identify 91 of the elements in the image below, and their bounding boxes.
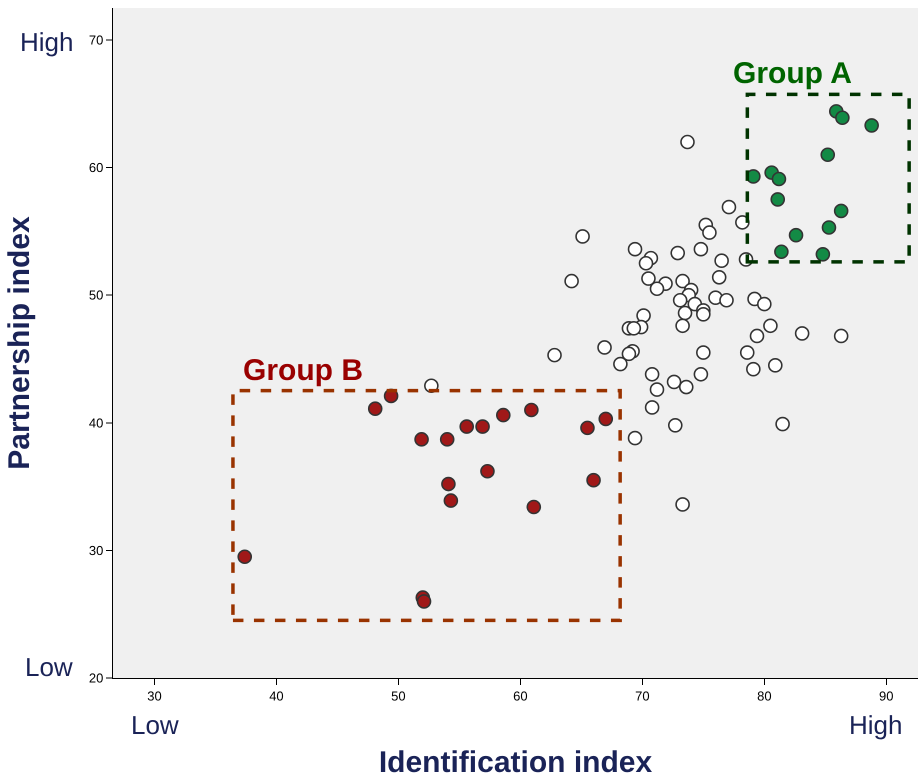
point <box>628 242 642 256</box>
point <box>772 172 786 186</box>
x-tick-label: 40 <box>269 688 284 704</box>
point <box>636 308 651 323</box>
point <box>680 134 695 150</box>
point <box>580 420 595 436</box>
point <box>719 292 734 308</box>
point <box>696 345 711 360</box>
point <box>864 118 879 133</box>
x-tick-label: 60 <box>513 688 528 704</box>
point <box>416 594 432 609</box>
point <box>480 464 495 479</box>
x-tick-label: 70 <box>635 688 650 704</box>
y-tick-label: 30 <box>88 542 104 558</box>
point <box>626 321 642 336</box>
point <box>237 549 252 564</box>
text: High <box>20 27 74 57</box>
point <box>644 366 660 382</box>
point <box>763 318 778 334</box>
point <box>628 430 642 446</box>
annotation: Group A <box>733 57 852 90</box>
point <box>694 242 708 256</box>
text: Low <box>25 652 73 682</box>
annotation: Group B <box>243 354 363 387</box>
text: High <box>849 710 902 740</box>
point <box>524 402 539 418</box>
point <box>675 274 690 288</box>
point <box>750 328 764 344</box>
point <box>774 244 789 260</box>
point <box>775 416 790 432</box>
point <box>702 225 717 240</box>
y-axis-title: Partnership index <box>2 216 36 470</box>
point <box>547 348 562 362</box>
point <box>475 419 490 434</box>
x-tick-label: 30 <box>147 688 162 704</box>
point <box>714 253 729 268</box>
point <box>694 366 708 382</box>
point <box>757 296 772 312</box>
x-axis-title: Identification index <box>378 746 652 779</box>
x-tick-label: 80 <box>757 688 772 704</box>
point <box>668 418 683 433</box>
point <box>678 306 692 320</box>
point <box>650 281 664 296</box>
point <box>675 497 690 512</box>
point <box>675 318 690 334</box>
point <box>788 228 804 242</box>
point <box>722 200 736 214</box>
point <box>822 220 836 235</box>
point <box>368 401 383 416</box>
point <box>670 246 686 260</box>
point <box>650 382 664 397</box>
point <box>820 147 836 162</box>
point <box>622 346 636 362</box>
point <box>666 374 682 390</box>
point <box>834 204 848 218</box>
point <box>835 110 850 126</box>
point <box>575 229 590 244</box>
point <box>613 356 628 372</box>
point <box>740 345 755 360</box>
point <box>641 271 656 286</box>
x-tick-label: 50 <box>391 688 406 704</box>
point <box>678 380 694 394</box>
point <box>496 408 511 422</box>
text: Low <box>131 710 179 740</box>
point <box>770 192 786 207</box>
point <box>696 306 711 322</box>
x-tick-label: 90 <box>879 688 894 704</box>
y-tick-label: 70 <box>88 32 104 48</box>
point <box>586 472 601 488</box>
point <box>414 432 429 447</box>
point <box>672 292 688 308</box>
point <box>768 358 783 373</box>
point <box>459 419 474 434</box>
y-tick-label: 20 <box>88 670 104 686</box>
point <box>746 362 761 376</box>
point <box>564 274 579 288</box>
point <box>598 412 614 426</box>
point <box>638 256 654 271</box>
point <box>441 476 456 492</box>
point <box>440 432 454 447</box>
point <box>597 340 612 355</box>
point <box>444 493 458 508</box>
point <box>712 270 726 285</box>
y-tick-label: 60 <box>88 160 104 176</box>
y-tick-label: 40 <box>88 415 104 430</box>
point <box>834 328 848 344</box>
point <box>644 400 660 415</box>
point <box>794 326 810 341</box>
y-tick-label: 50 <box>88 288 104 303</box>
point <box>816 247 830 262</box>
point <box>526 500 542 514</box>
